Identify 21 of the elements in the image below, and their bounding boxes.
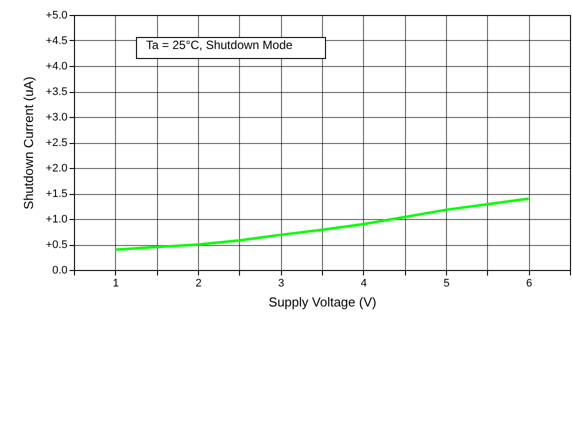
x-tick-label: 5 bbox=[443, 278, 450, 290]
y-axis-title: Shutdown Current (uA) bbox=[20, 76, 36, 210]
y-tick-label: +1.5 bbox=[46, 188, 68, 200]
x-tick-label: 4 bbox=[360, 278, 367, 290]
y-tick-label: +5.0 bbox=[46, 10, 68, 22]
y-tick-label: +3.0 bbox=[46, 112, 68, 124]
y-tick-label: +4.0 bbox=[46, 60, 68, 72]
x-tick-label: 2 bbox=[195, 278, 202, 290]
y-tick-label: +3.5 bbox=[46, 86, 68, 98]
note-box: Ta = 25°C, Shutdown Mode bbox=[136, 37, 326, 59]
line-series bbox=[114, 197, 530, 251]
x-tick-label: 3 bbox=[278, 278, 284, 290]
y-tick-label: +1.0 bbox=[46, 214, 68, 226]
x-tick-label: 1 bbox=[112, 278, 119, 290]
y-tick-label: +2.0 bbox=[46, 162, 68, 174]
x-tick-label: 6 bbox=[526, 278, 532, 290]
y-tick-label: +2.5 bbox=[46, 137, 68, 149]
y-tick-label: 0.0 bbox=[52, 264, 68, 276]
y-tick-label: +4.5 bbox=[46, 35, 68, 47]
x-axis-title: Supply Voltage (V) bbox=[268, 294, 376, 310]
y-tick-label: +0.5 bbox=[46, 239, 68, 251]
